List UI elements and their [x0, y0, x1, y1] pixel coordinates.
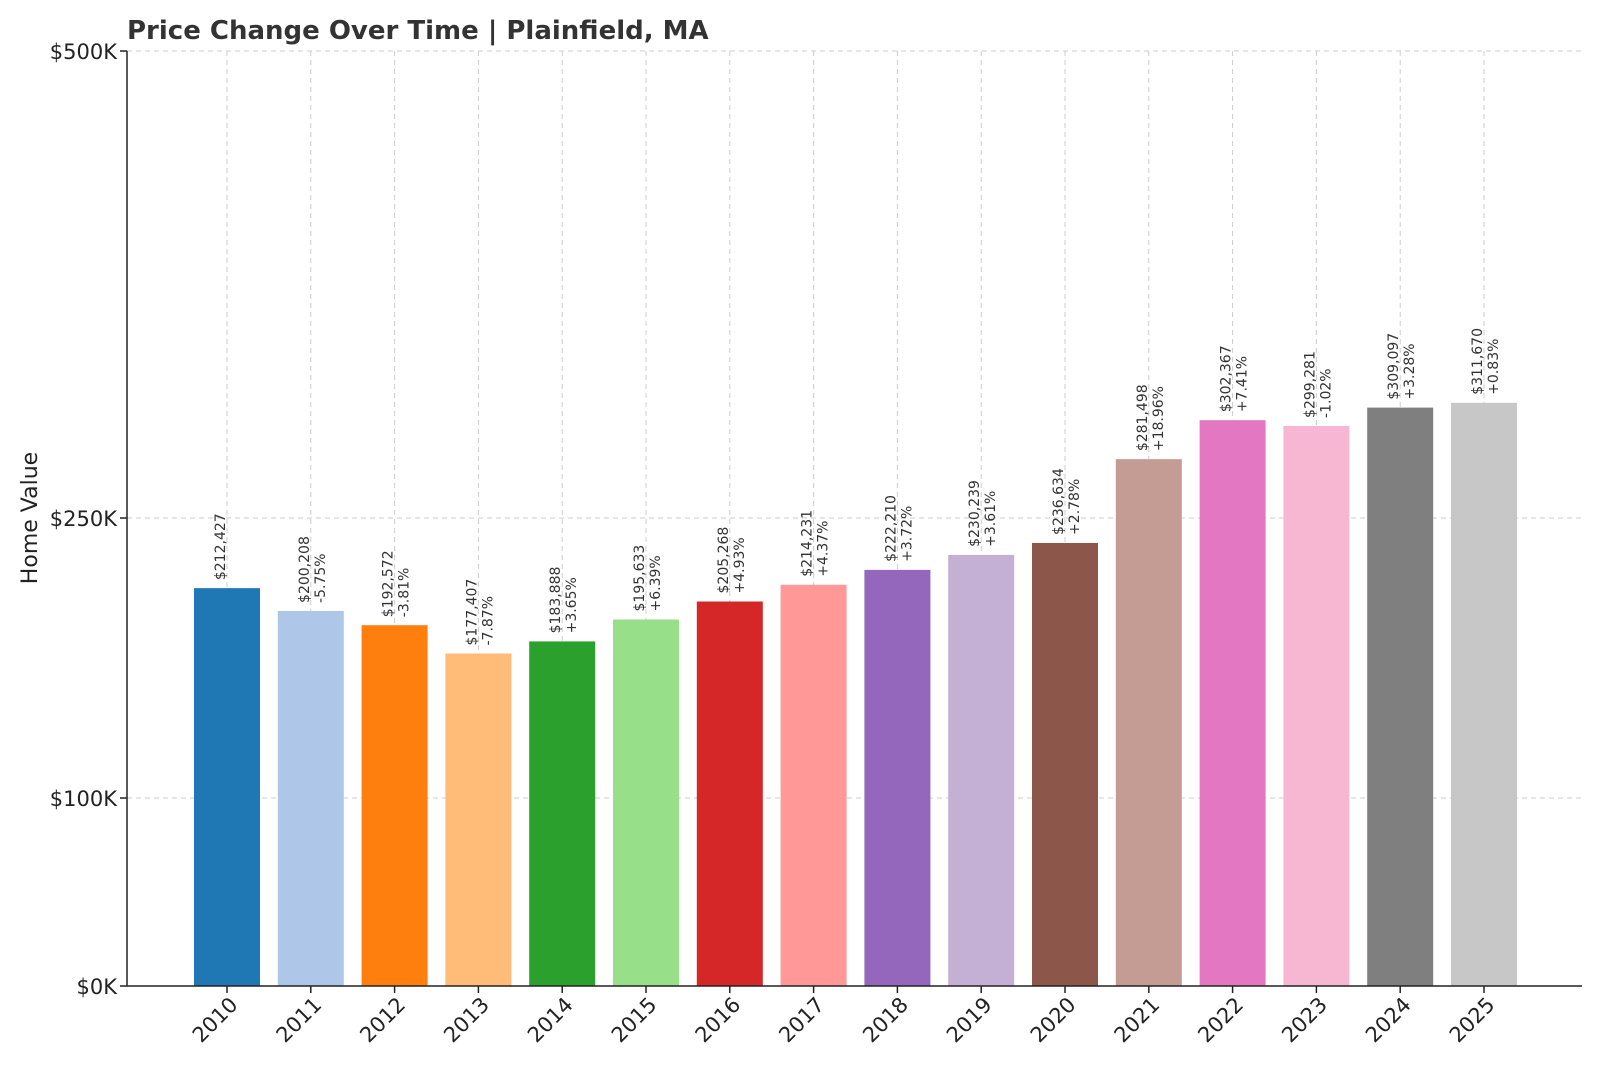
- x-tick-label: 2012: [355, 993, 410, 1048]
- grid-lines: [127, 50, 1582, 986]
- y-tick-label: $100K: [50, 787, 118, 811]
- data-label-value: $214,231: [800, 510, 816, 577]
- data-label-value: $311,670: [1470, 328, 1486, 395]
- bar-2019: [948, 554, 1015, 986]
- data-label-change: -3.81%: [397, 568, 413, 618]
- bar-2016: [696, 601, 763, 986]
- x-tick-label: 2014: [523, 993, 578, 1048]
- bar-2024: [1367, 407, 1434, 986]
- data-label-value: $230,239: [967, 480, 983, 547]
- x-tick-label: 2016: [691, 993, 746, 1048]
- x-tick-label: 2024: [1361, 993, 1416, 1048]
- y-axis-ticks: $0K $100K $250K $500K: [50, 40, 127, 999]
- bars: [194, 402, 1517, 987]
- data-label-value: $309,097: [1386, 333, 1402, 400]
- data-label-change: +3.72%: [899, 506, 915, 562]
- data-label-change: +0.83%: [1486, 339, 1502, 395]
- y-tick-label: $250K: [50, 507, 118, 531]
- x-tick-label: 2021: [1110, 993, 1165, 1048]
- bar-2021: [1115, 459, 1182, 986]
- x-tick-label: 2018: [858, 993, 913, 1048]
- data-label-change: +3.28%: [1402, 343, 1418, 399]
- data-label-change: +2.78%: [1067, 479, 1083, 535]
- data-label-value: $212,427: [213, 513, 229, 580]
- data-label-change: +4.37%: [816, 521, 832, 577]
- x-axis-ticks: 2010 2011 2012 2013 2014 2015 2016 2017 2018 2019…: [188, 986, 1500, 1047]
- data-label-value: $183,888: [548, 567, 564, 634]
- bar-2017: [780, 584, 847, 986]
- bar-2020: [1032, 542, 1098, 986]
- x-tick-label: 2010: [188, 993, 243, 1048]
- bar-2015: [613, 619, 679, 986]
- data-label-value: $192,572: [381, 550, 397, 617]
- x-tick-label: 2019: [942, 993, 997, 1048]
- bar-2010: [194, 588, 260, 986]
- bar-2014: [529, 641, 596, 986]
- bar-2012: [361, 625, 428, 986]
- bar-2018: [864, 569, 931, 986]
- data-labels: $212,427 $200,208 -5.75% $192,572 -3.81% $177…: [213, 328, 1502, 646]
- bar-2023: [1283, 425, 1350, 986]
- data-label-value: $205,268: [716, 527, 732, 594]
- data-label-change: +18.96%: [1151, 386, 1167, 451]
- data-label-value: $200,208: [297, 536, 313, 603]
- data-label-change: -1.02%: [1318, 368, 1334, 418]
- data-label-value: $281,498: [1135, 384, 1151, 451]
- x-tick-label: 2020: [1026, 993, 1081, 1048]
- x-tick-label: 2022: [1193, 993, 1248, 1048]
- y-tick-label: $0K: [77, 975, 119, 999]
- y-tick-label: $500K: [50, 40, 118, 64]
- x-tick-label: 2013: [439, 993, 494, 1048]
- data-label-value: $222,210: [883, 495, 899, 562]
- data-label-change: +4.93%: [732, 537, 748, 593]
- data-label-value: $236,634: [1051, 468, 1067, 535]
- x-tick-label: 2017: [774, 993, 829, 1048]
- data-label-change: -7.87%: [480, 596, 496, 646]
- x-tick-label: 2023: [1277, 993, 1332, 1048]
- data-label-value: $299,281: [1302, 351, 1318, 418]
- chart-title: Price Change Over Time | Plainfield, MA: [127, 16, 709, 46]
- x-tick-label: 2025: [1445, 993, 1500, 1048]
- data-label-change: +3.65%: [564, 577, 580, 633]
- bar-2011: [277, 610, 344, 986]
- bar-2013: [445, 653, 512, 986]
- data-label-value: $177,407: [464, 579, 480, 646]
- data-label-value: $302,367: [1219, 345, 1235, 412]
- data-label-value: $195,633: [632, 545, 648, 612]
- data-label-change: +7.41%: [1235, 356, 1251, 412]
- data-label-change: +3.61%: [983, 491, 999, 547]
- bar-2022: [1199, 420, 1266, 986]
- bar-2025: [1451, 402, 1517, 987]
- x-tick-label: 2011: [272, 993, 327, 1048]
- data-label-change: +6.39%: [648, 555, 664, 611]
- data-label-change: -5.75%: [313, 553, 329, 603]
- x-tick-label: 2015: [607, 993, 662, 1048]
- y-axis-label: Home Value: [18, 452, 43, 584]
